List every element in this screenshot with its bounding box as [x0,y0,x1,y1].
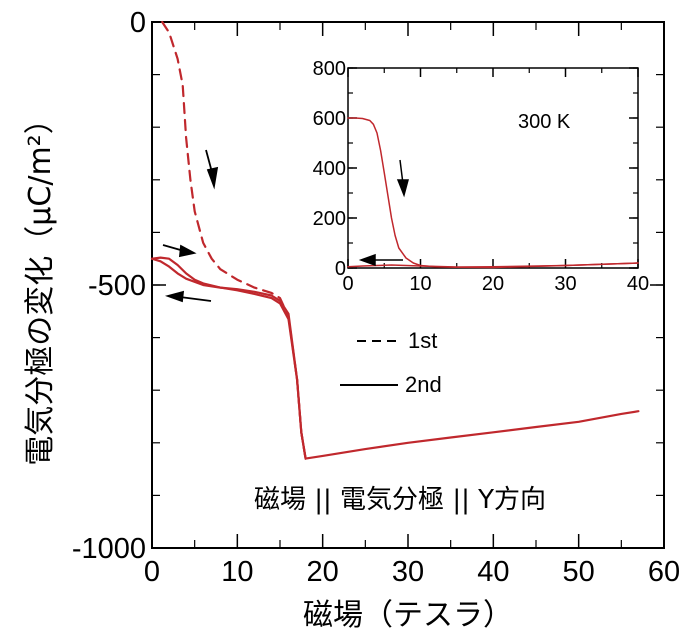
main-tick-labels: 0 10 20 30 40 50 600-500-1000 [72,7,680,588]
y-tick-label: -500 [88,270,146,302]
arrow-left-1 [179,296,212,302]
main-ticks [151,21,665,549]
arrow-left-1-head [164,290,185,303]
series-line-down-sweep [150,257,307,460]
x-tick-label: 30 [554,273,576,295]
y-tick-label: 0 [130,7,146,39]
inset-temperature-label: 300 K [518,111,571,133]
x-tick-label: 50 [563,556,595,588]
inset-arrow-down-head [396,179,409,198]
series-line-1st [161,20,307,460]
x-tick-label: 40 [627,273,649,295]
series-line-down-sweep [347,262,639,268]
legend-label-2nd: 2nd [405,372,442,397]
x-tick-label: 10 [221,556,253,588]
x-tick-label: 10 [409,273,431,295]
legend-label-1st: 1st [408,328,437,353]
y-tick-label: 800 [313,58,346,80]
x-tick-label: 20 [307,556,339,588]
x-tick-label: 0 [144,556,160,588]
series-line-2nd [304,410,640,460]
y-tick-label: -1000 [72,533,146,565]
y-tick-label: 0 [335,258,346,280]
direction-annotation: 磁場 || 電気分極 || Y方向 [254,485,546,515]
x-tick-label: 20 [482,273,504,295]
y-tick-label: 600 [313,108,346,130]
arrow-right-1-head [178,244,197,258]
main-arrows [162,149,219,303]
legend: 1st 2nd [340,328,442,397]
x-tick-label: 40 [477,556,509,588]
main-series [150,20,640,460]
x-tick-label: 0 [342,273,353,295]
y-tick-label: 400 [313,158,346,180]
y-tick-label: 200 [313,208,346,230]
y-axis-title: 電気分極の変化（μC/m²） [23,104,58,465]
inset-arrows [358,159,409,267]
inset-series [347,117,639,269]
x-axis-title: 磁場（テスラ） [303,598,513,633]
inset-arrow-left-head [358,253,376,267]
arrow-down-1-head [206,166,219,190]
x-tick-label: 30 [392,556,424,588]
inset-plot-frame [347,67,639,269]
x-tick-label: 60 [648,556,680,588]
